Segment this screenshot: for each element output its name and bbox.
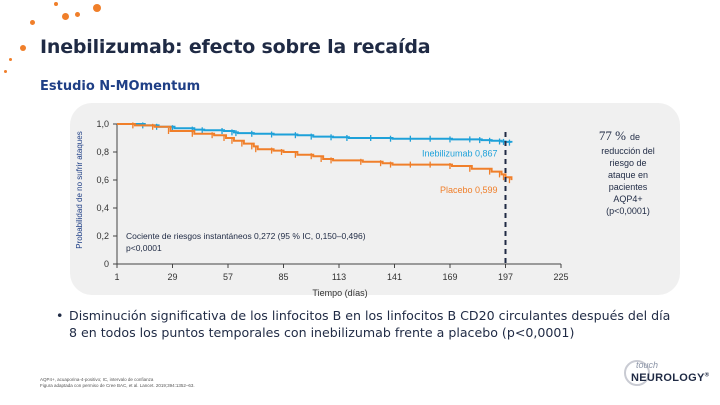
reduction-line: (p<0,0001) [606, 206, 650, 216]
x-tick-label: 85 [278, 272, 288, 282]
logo-touch-text: touch [636, 360, 659, 370]
y-tick-label: 0,6 [96, 175, 109, 185]
decor-dot [93, 4, 101, 12]
footnote-line: Figura adaptada con permiso de Cree BAC,… [40, 383, 195, 388]
footnote-line: AQP4+, acuaporina-4-positivo; IC, interv… [40, 377, 154, 382]
series-line-placebo [117, 123, 513, 181]
hazard-p-value: p<0,0001 [126, 243, 162, 253]
reduction-line: ataque en [608, 170, 648, 180]
logo-ring-icon [624, 360, 650, 386]
decor-dot [62, 13, 69, 20]
y-tick-label: 0,8 [96, 147, 109, 157]
reduction-line: riesgo de [609, 158, 646, 168]
decor-dot [54, 2, 58, 6]
reduction-line: AQP4+ [613, 194, 642, 204]
key-finding-text: Disminución significativa de los linfoci… [69, 308, 671, 340]
decor-dot [20, 45, 26, 51]
logo-neurology-text: NEUROLOGY® [631, 372, 709, 384]
y-axis-title: Probabilidad de no sufrir ataques [75, 131, 84, 248]
bullet-marker: • [56, 308, 64, 323]
series-label-placebo: Placebo 0,599 [440, 185, 498, 195]
y-tick-label: 0 [104, 259, 109, 269]
x-axis-title: Tiempo (días) [312, 288, 367, 298]
logo-registered-mark: ® [704, 372, 710, 379]
x-tick-label: 169 [442, 272, 457, 282]
x-tick-label: 197 [498, 272, 513, 282]
y-tick-label: 1,0 [96, 119, 109, 129]
reduction-callout-pointer [590, 248, 618, 270]
decor-dot [9, 58, 12, 61]
x-tick-label: 113 [332, 272, 346, 282]
x-tick-label: 29 [167, 272, 177, 282]
reduction-percent: 77 % [599, 128, 626, 143]
x-tick-label: 57 [223, 272, 233, 282]
x-tick-label: 225 [553, 272, 568, 282]
reduction-callout-box [562, 120, 662, 248]
page-subtitle: Estudio N-MOmentum [40, 79, 201, 94]
page-title: Inebilizumab: efecto sobre la recaída [40, 36, 431, 58]
x-tick-label: 141 [387, 272, 402, 282]
footnote: AQP4+, acuaporina-4-positivo; IC, interv… [40, 377, 195, 389]
reduction-de: de [630, 132, 640, 142]
y-tick-label: 0,4 [96, 203, 109, 213]
series-label-inebilizumab: Inebilizumab 0,867 [422, 148, 498, 158]
decor-dot [30, 20, 35, 25]
reduction-line: pacientes [609, 182, 648, 192]
decor-dot [75, 12, 80, 17]
decor-dot [4, 70, 7, 73]
key-finding: • Disminución significativa de los linfo… [56, 307, 676, 341]
touch-neurology-logo: touch NEUROLOGY® [618, 358, 709, 398]
y-tick-label: 0,2 [96, 231, 109, 241]
reduction-line: reducción del [601, 146, 655, 156]
x-tick-label: 1 [114, 272, 119, 282]
series-line-inebilizumab [117, 123, 513, 143]
hazard-ratio-text: Cociente de riesgos instantáneos 0,272 (… [126, 231, 366, 241]
logo-neurology-word: NEUROLOGY [631, 372, 705, 384]
